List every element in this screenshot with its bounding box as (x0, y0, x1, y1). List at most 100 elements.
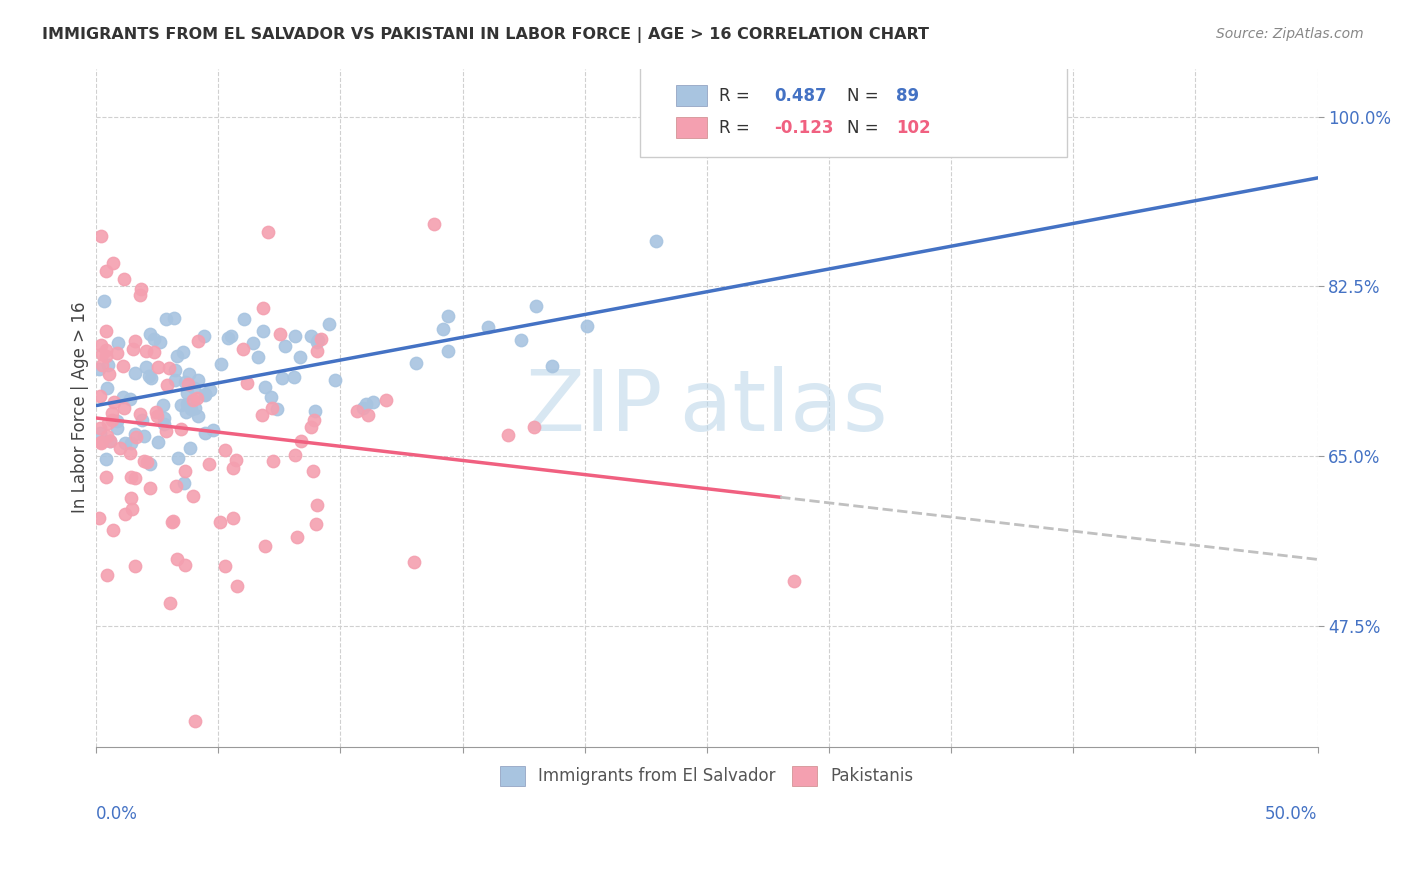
Point (187, 373, 209, 387)
Point (96, 264, 118, 278)
Point (194, 426, 217, 441)
Point (138, 368, 160, 383)
Point (94, 349, 117, 363)
Point (141, 371, 163, 385)
Point (576, 318, 599, 333)
Point (242, 335, 264, 350)
Point (309, 332, 332, 346)
Point (254, 539, 277, 553)
Point (256, 225, 278, 239)
Point (134, 454, 156, 468)
Point (96, 381, 118, 395)
Point (284, 448, 307, 462)
Point (361, 394, 384, 409)
Point (114, 436, 136, 450)
Point (139, 457, 162, 471)
Point (299, 419, 322, 434)
Point (120, 436, 142, 450)
Point (89, 389, 111, 403)
Point (181, 392, 204, 407)
Point (436, 344, 458, 359)
Point (304, 404, 326, 418)
Point (405, 356, 427, 370)
Point (209, 357, 232, 371)
Point (496, 427, 519, 442)
Point (153, 410, 176, 425)
Point (247, 350, 270, 364)
Point (90, 338, 112, 352)
Point (523, 419, 546, 434)
Point (172, 345, 194, 359)
Point (201, 423, 224, 437)
Point (186, 391, 208, 405)
Point (187, 409, 209, 423)
Point (97, 367, 120, 381)
Point (173, 475, 195, 490)
Text: 50.0%: 50.0% (1265, 805, 1317, 822)
Point (225, 579, 247, 593)
Point (217, 330, 239, 344)
Point (299, 328, 322, 343)
Point (128, 407, 150, 421)
Point (103, 523, 125, 537)
Point (135, 359, 157, 374)
Point (118, 392, 141, 407)
Point (89, 425, 111, 440)
Point (302, 464, 325, 478)
Point (162, 514, 184, 528)
Point (124, 426, 146, 441)
FancyBboxPatch shape (640, 62, 1067, 157)
Point (432, 322, 454, 336)
Point (307, 333, 329, 347)
Point (346, 403, 368, 417)
Point (252, 325, 274, 339)
Point (105, 414, 128, 428)
Point (93, 293, 115, 308)
Point (114, 507, 136, 521)
Point (198, 457, 221, 471)
Point (214, 558, 236, 573)
Point (166, 552, 188, 566)
Point (124, 366, 146, 380)
Point (284, 329, 307, 343)
Point (524, 299, 547, 313)
Text: 89: 89 (896, 87, 920, 104)
Point (222, 510, 245, 524)
Point (173, 375, 195, 389)
Point (193, 329, 215, 343)
Point (374, 393, 396, 408)
Point (94, 470, 117, 484)
Point (260, 390, 283, 404)
Point (129, 288, 152, 302)
Point (305, 335, 328, 350)
Point (91, 358, 114, 372)
Point (96, 452, 118, 467)
Point (184, 714, 207, 729)
Point (159, 596, 181, 610)
Point (96, 567, 118, 582)
Point (232, 342, 254, 356)
Point (124, 471, 146, 485)
Point (318, 318, 340, 332)
Point (541, 359, 564, 373)
Point (305, 498, 328, 512)
Point (273, 339, 295, 353)
Text: R =: R = (718, 87, 755, 104)
Point (145, 405, 167, 419)
Point (108, 442, 131, 456)
Point (173, 464, 195, 478)
Point (285, 531, 308, 545)
Point (155, 424, 177, 438)
Point (142, 344, 165, 359)
Bar (676, 118, 707, 137)
Point (135, 343, 157, 358)
Point (269, 326, 291, 341)
Point (183, 381, 205, 395)
Point (131, 282, 153, 296)
Point (354, 397, 377, 411)
Point (139, 326, 162, 341)
Point (98, 434, 121, 449)
Point (302, 413, 325, 427)
Legend: Immigrants from El Salvador, Pakistanis: Immigrants from El Salvador, Pakistanis (494, 759, 921, 792)
Point (91, 347, 114, 361)
